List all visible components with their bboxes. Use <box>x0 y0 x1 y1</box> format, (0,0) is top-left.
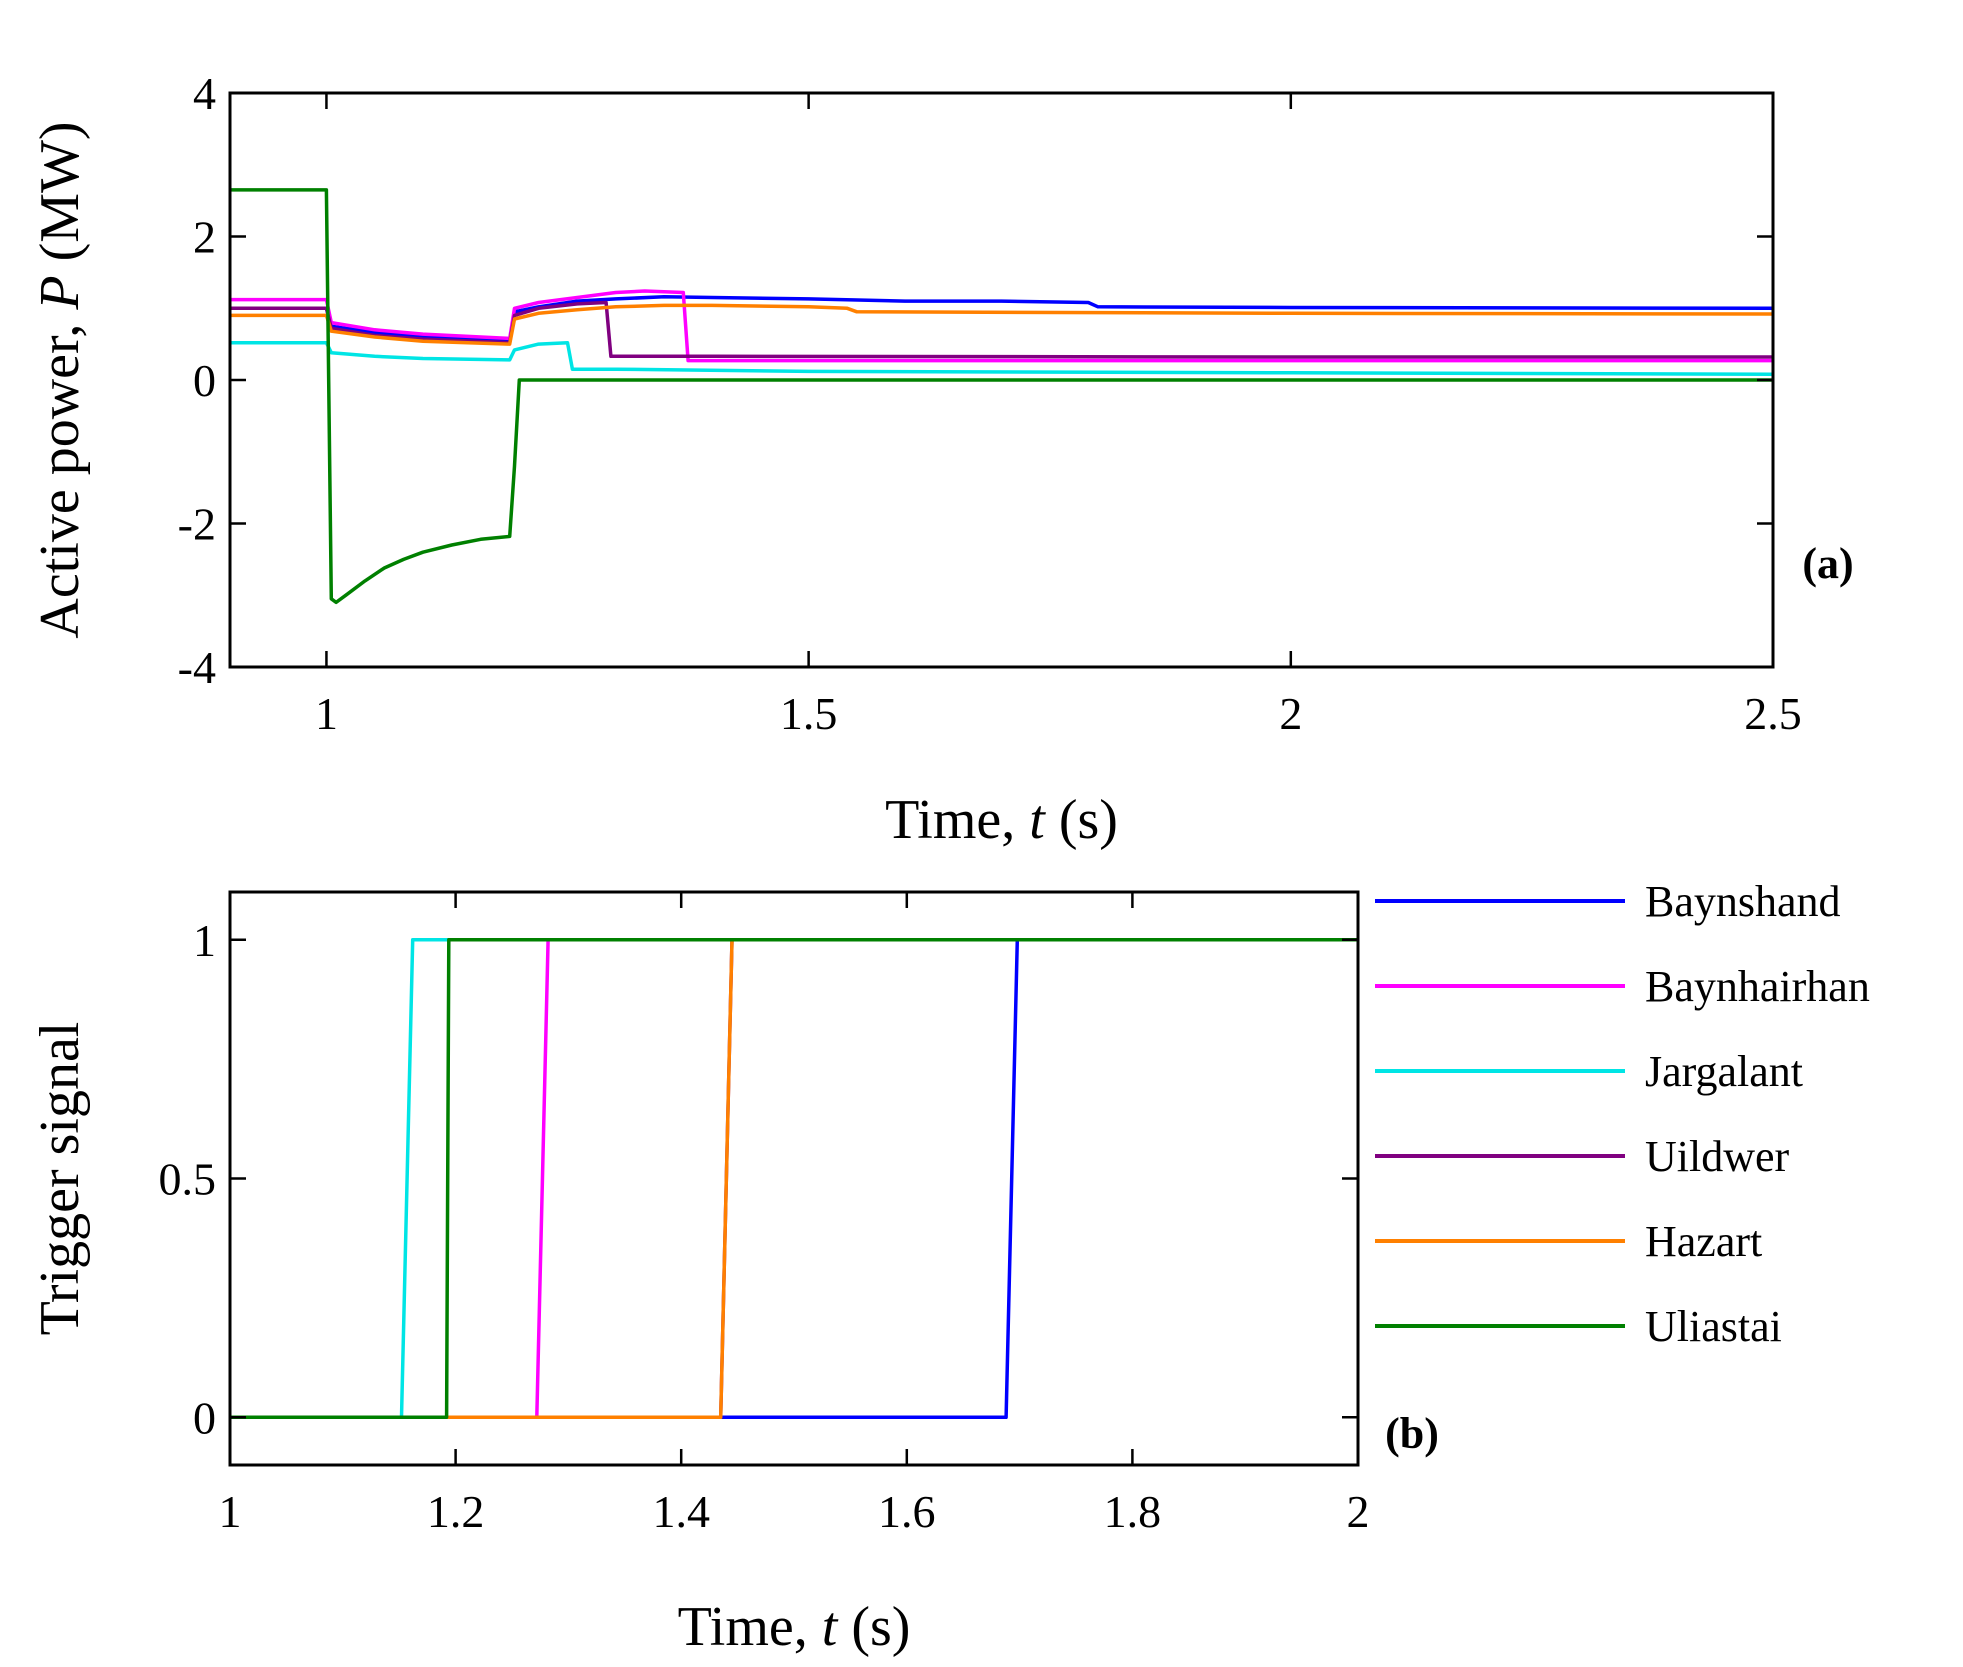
b-series-uildwer <box>230 938 1358 1420</box>
b-series-jargalant <box>230 938 1358 1420</box>
b-plot-frame <box>228 890 1360 1467</box>
b-series-hazart <box>230 938 1358 1420</box>
b-ytick-label: 0.5 <box>159 1154 217 1205</box>
a-xtick-label: 2 <box>1279 688 1302 739</box>
legend-label-uildwer: Uildwer <box>1645 1132 1790 1181</box>
b-panel-label: (b) <box>1385 1409 1439 1458</box>
a-y-axis-label: Active power, P (MW) <box>29 121 91 638</box>
b-xtick-label: 1.4 <box>652 1486 710 1537</box>
a-ytick-label: 0 <box>193 355 216 406</box>
legend-label-hazart: Hazart <box>1645 1217 1762 1266</box>
b-series-baynshand <box>230 938 1358 1420</box>
a-ytick-label: -4 <box>178 642 216 693</box>
b-series-group <box>230 938 1358 1420</box>
legend-label-baynshand: Baynshand <box>1645 877 1841 926</box>
a-ticks-group: 1 1.5 2 2.5 -4 -2 0 2 4 <box>178 68 1802 739</box>
a-xtick-label: 2.5 <box>1744 688 1802 739</box>
a-xtick-label: 1.5 <box>780 688 838 739</box>
b-xtick-label: 2 <box>1347 1486 1370 1537</box>
a-ytick-label: 2 <box>193 212 216 263</box>
a-series-uildwer <box>230 300 1773 359</box>
a-series-group <box>230 188 1774 605</box>
b-ytick-label: 0 <box>193 1392 216 1443</box>
a-ytick-label: 4 <box>193 68 216 119</box>
legend-label-baynhairhan: Baynhairhan <box>1645 962 1870 1011</box>
b-xtick-label: 1.2 <box>427 1486 485 1537</box>
b-y-axis-label: Trigger signal <box>29 1022 91 1336</box>
b-series-baynhairhan <box>230 938 1358 1420</box>
b-xtick-label: 1.6 <box>878 1486 936 1537</box>
b-ytick-label: 1 <box>193 915 216 966</box>
legend: Baynshand Baynhairhan Jargalant Uildwer Haza… <box>1375 877 1870 1351</box>
b-xtick-label: 1 <box>219 1486 242 1537</box>
a-series-uliastai <box>230 188 1773 605</box>
b-xtick-label: 1.8 <box>1104 1486 1162 1537</box>
panel-b: 1 1.2 1.4 1.6 1.8 2 0 0.5 1 Time, t (s) Trigger … <box>29 890 1439 1658</box>
legend-label-uliastai: Uliastai <box>1645 1302 1782 1351</box>
a-x-axis-label: Time, t (s) <box>885 789 1118 851</box>
b-ticks-group: 1 1.2 1.4 1.6 1.8 2 0 0.5 1 <box>159 892 1370 1537</box>
a-series-baynhairhan <box>230 289 1773 363</box>
a-series-baynshand <box>230 295 1774 343</box>
a-series-jargalant <box>230 340 1774 377</box>
a-series-hazart <box>230 303 1774 346</box>
a-panel-label: (a) <box>1802 539 1853 588</box>
legend-label-jargalant: Jargalant <box>1645 1047 1803 1096</box>
panel-a: 1 1.5 2 2.5 -4 -2 0 2 4 Time, t (s) Active power… <box>29 68 1854 851</box>
a-ytick-label: -2 <box>178 499 216 550</box>
b-series-uliastai <box>230 938 1358 1420</box>
b-x-axis-label: Time, t (s) <box>678 1596 911 1658</box>
a-xtick-label: 1 <box>315 688 338 739</box>
